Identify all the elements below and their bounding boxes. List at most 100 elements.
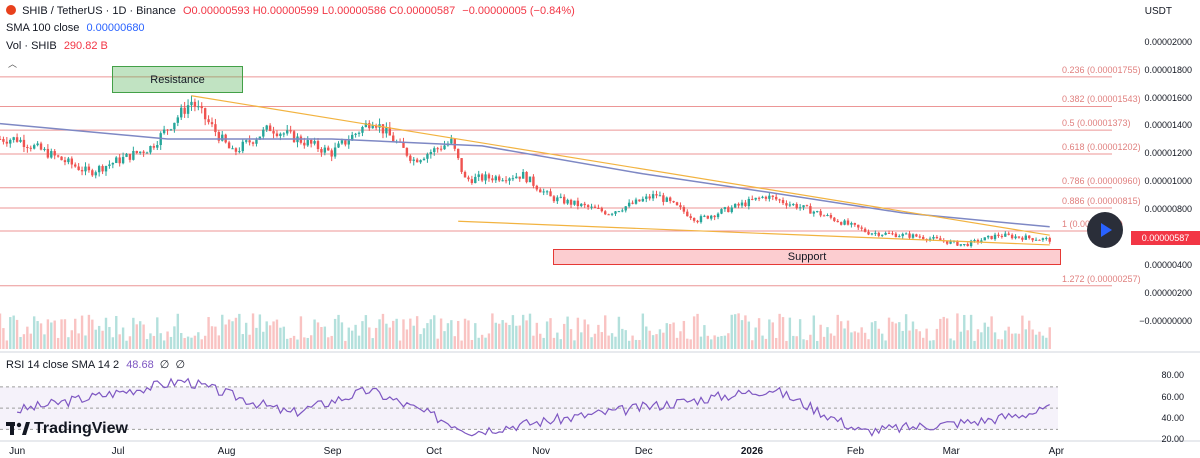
candle-body[interactable]	[682, 207, 686, 212]
candle-body[interactable]	[115, 157, 118, 163]
candle-body[interactable]	[217, 132, 221, 141]
candle-body[interactable]	[586, 205, 590, 208]
candle-body[interactable]	[706, 215, 710, 219]
candle-body[interactable]	[727, 207, 730, 213]
candle-body[interactable]	[176, 117, 180, 123]
candle-body[interactable]	[419, 160, 422, 163]
candle-body[interactable]	[795, 204, 798, 209]
candle-body[interactable]	[549, 191, 552, 197]
candle-body[interactable]	[262, 129, 265, 137]
candle-body[interactable]	[84, 166, 87, 172]
candle-body[interactable]	[108, 164, 111, 167]
candle-body[interactable]	[111, 162, 115, 165]
candle-body[interactable]	[1045, 237, 1048, 239]
candle-body[interactable]	[132, 150, 135, 160]
candle-body[interactable]	[908, 233, 911, 238]
candle-body[interactable]	[125, 153, 128, 157]
candle-body[interactable]	[453, 138, 456, 149]
candle-body[interactable]	[535, 185, 539, 190]
candle-body[interactable]	[467, 177, 470, 180]
candle-body[interactable]	[279, 133, 282, 136]
candle-body[interactable]	[515, 176, 518, 179]
candle-body[interactable]	[542, 191, 545, 193]
candle-body[interactable]	[221, 134, 224, 141]
candle-body[interactable]	[692, 217, 696, 221]
candle-body[interactable]	[162, 129, 166, 134]
candle-body[interactable]	[1038, 239, 1041, 241]
candle-body[interactable]	[528, 176, 532, 183]
candle-body[interactable]	[884, 232, 887, 235]
candle-body[interactable]	[371, 125, 374, 129]
candle-body[interactable]	[686, 211, 689, 217]
candle-body[interactable]	[203, 108, 207, 120]
candle-body[interactable]	[932, 236, 935, 239]
candle-body[interactable]	[901, 233, 904, 237]
candle-body[interactable]	[610, 213, 614, 215]
candle-body[interactable]	[429, 152, 433, 155]
candle-body[interactable]	[474, 176, 477, 184]
candle-body[interactable]	[1028, 235, 1031, 239]
candle-body[interactable]	[388, 127, 392, 136]
candle-body[interactable]	[829, 215, 833, 218]
candle-body[interactable]	[679, 205, 682, 208]
candle-body[interactable]	[286, 130, 289, 134]
candle-body[interactable]	[764, 196, 768, 199]
candle-body[interactable]	[600, 208, 604, 212]
candle-body[interactable]	[101, 166, 104, 172]
candle-body[interactable]	[392, 135, 395, 142]
candle-body[interactable]	[918, 236, 922, 238]
candle-body[interactable]	[822, 215, 826, 217]
candle-body[interactable]	[1000, 235, 1004, 237]
candle-body[interactable]	[761, 196, 764, 198]
candle-body[interactable]	[422, 158, 426, 161]
candle-body[interactable]	[186, 105, 190, 114]
candle-body[interactable]	[733, 203, 737, 208]
candle-body[interactable]	[508, 178, 511, 181]
candle-body[interactable]	[74, 164, 77, 167]
candle-body[interactable]	[576, 200, 580, 207]
collapse-legend-icon[interactable]: ︿	[8, 59, 18, 69]
candle-body[interactable]	[805, 205, 809, 207]
candle-body[interactable]	[368, 123, 371, 129]
candle-body[interactable]	[405, 147, 409, 156]
candle-body[interactable]	[156, 145, 159, 148]
candle-body[interactable]	[487, 174, 491, 179]
candle-body[interactable]	[323, 147, 327, 153]
candle-body[interactable]	[969, 240, 973, 247]
candle-body[interactable]	[521, 171, 525, 179]
candle-body[interactable]	[77, 166, 80, 171]
candle-body[interactable]	[843, 220, 846, 225]
candle-body[interactable]	[559, 196, 562, 198]
candle-body[interactable]	[477, 174, 480, 177]
candle-body[interactable]	[781, 200, 785, 204]
candle-body[interactable]	[703, 215, 706, 217]
candle-body[interactable]	[798, 207, 802, 209]
candle-body[interactable]	[309, 140, 313, 144]
candle-body[interactable]	[935, 236, 939, 239]
candle-body[interactable]	[138, 151, 142, 153]
candle-body[interactable]	[785, 203, 788, 206]
candle-body[interactable]	[46, 148, 50, 158]
candle-body[interactable]	[433, 148, 436, 153]
candle-body[interactable]	[166, 129, 169, 131]
candle-body[interactable]	[32, 145, 36, 149]
candle-body[interactable]	[316, 141, 320, 150]
candle-body[interactable]	[621, 210, 624, 212]
candle-body[interactable]	[347, 140, 350, 145]
candle-body[interactable]	[190, 101, 193, 106]
sma-100-line[interactable]	[0, 122, 1050, 228]
candle-body[interactable]	[593, 206, 597, 208]
candle-body[interactable]	[39, 143, 43, 150]
candle-body[interactable]	[306, 140, 309, 146]
candle-body[interactable]	[658, 195, 662, 197]
candle-body[interactable]	[484, 174, 487, 181]
sma-legend[interactable]: SMA 100 close 0.00000680	[6, 22, 145, 34]
candle-body[interactable]	[60, 156, 63, 161]
candle-body[interactable]	[463, 171, 467, 178]
resistance-box[interactable]: Resistance	[112, 66, 243, 93]
candle-body[interactable]	[768, 195, 771, 199]
candle-body[interactable]	[662, 195, 665, 202]
candle-body[interactable]	[1010, 234, 1014, 239]
candle-body[interactable]	[771, 195, 774, 197]
candle-body[interactable]	[511, 178, 515, 180]
